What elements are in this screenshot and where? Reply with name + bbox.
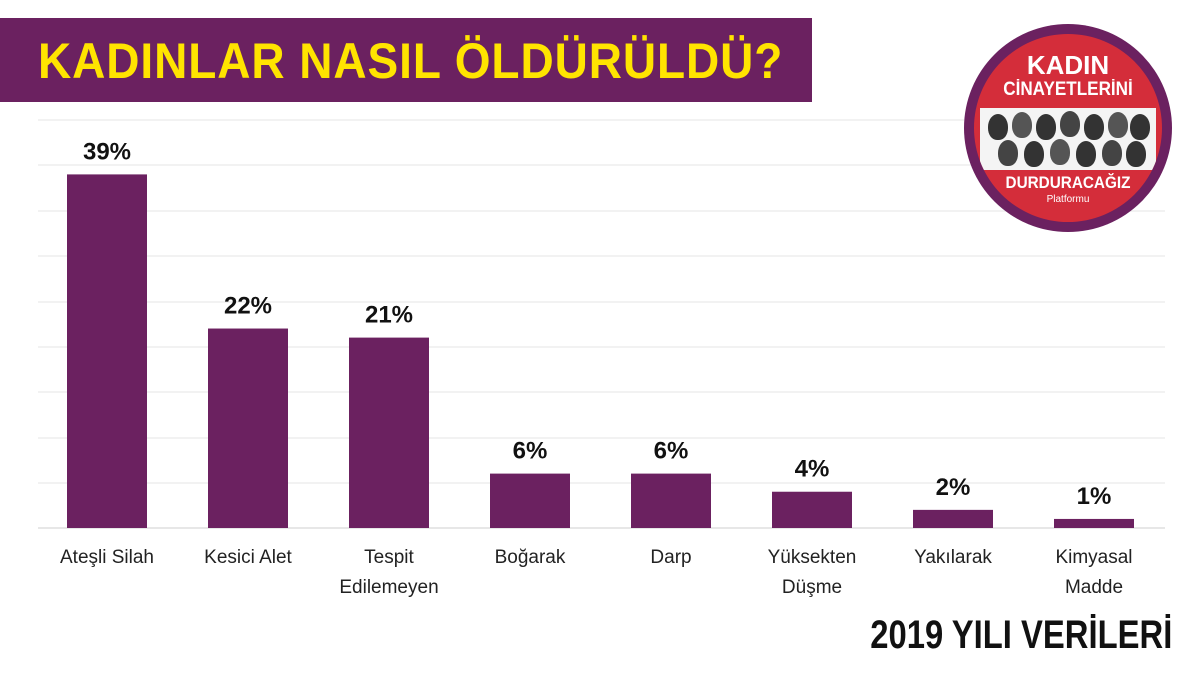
bar-0 [67, 174, 147, 528]
value-label-3: 6% [513, 438, 548, 465]
data-year-label: 2019 YILI VERİLERİ [869, 613, 1172, 657]
category-label-3-0: Boğarak [495, 547, 566, 568]
value-label-2: 21% [365, 302, 413, 329]
category-label-1-0: Kesici Alet [204, 547, 292, 568]
category-label-0-0: Ateşli Silah [60, 547, 154, 568]
bar-2 [349, 337, 429, 528]
bar-1 [208, 328, 288, 528]
category-label-2-0: Tespit [364, 547, 414, 568]
value-label-1: 22% [224, 293, 272, 320]
logo-line-2: CİNAYETLERİNİ [1003, 79, 1133, 100]
category-label-7-0: Kimyasal [1055, 547, 1132, 568]
value-label-7: 1% [1077, 483, 1112, 510]
value-label-5: 4% [795, 456, 830, 483]
logo-line-1: KADIN [1026, 50, 1110, 80]
logo-badge: KADIN CİNAYETLERİNİ DURDURACAĞIZ Platfor… [974, 34, 1162, 222]
platform-logo: KADIN CİNAYETLERİNİ DURDURACAĞIZ Platfor… [964, 24, 1172, 232]
logo-faces-image [980, 108, 1156, 170]
category-label-5-0: Yüksekten [768, 547, 857, 568]
logo-line-3: DURDURACAĞIZ [1005, 173, 1131, 192]
bar-6 [913, 509, 993, 528]
bar-5 [772, 491, 852, 528]
category-label-7-1: Madde [1065, 577, 1123, 598]
bar-3 [490, 473, 570, 528]
category-label-4-0: Darp [650, 547, 691, 568]
bar-4 [631, 473, 711, 528]
category-label-2-1: Edilemeyen [339, 577, 438, 598]
title-banner: KADINLAR NASIL ÖLDÜRÜLDÜ? [0, 18, 812, 102]
value-label-0: 39% [83, 138, 131, 165]
value-label-6: 2% [936, 474, 971, 501]
category-label-6-0: Yakılarak [914, 547, 992, 568]
category-label-5-1: Düşme [782, 577, 842, 598]
logo-line-4: Platformu [1046, 194, 1090, 205]
chart-title: KADINLAR NASIL ÖLDÜRÜLDÜ? [38, 33, 784, 89]
bar-7 [1054, 518, 1134, 528]
value-label-4: 6% [654, 438, 689, 465]
